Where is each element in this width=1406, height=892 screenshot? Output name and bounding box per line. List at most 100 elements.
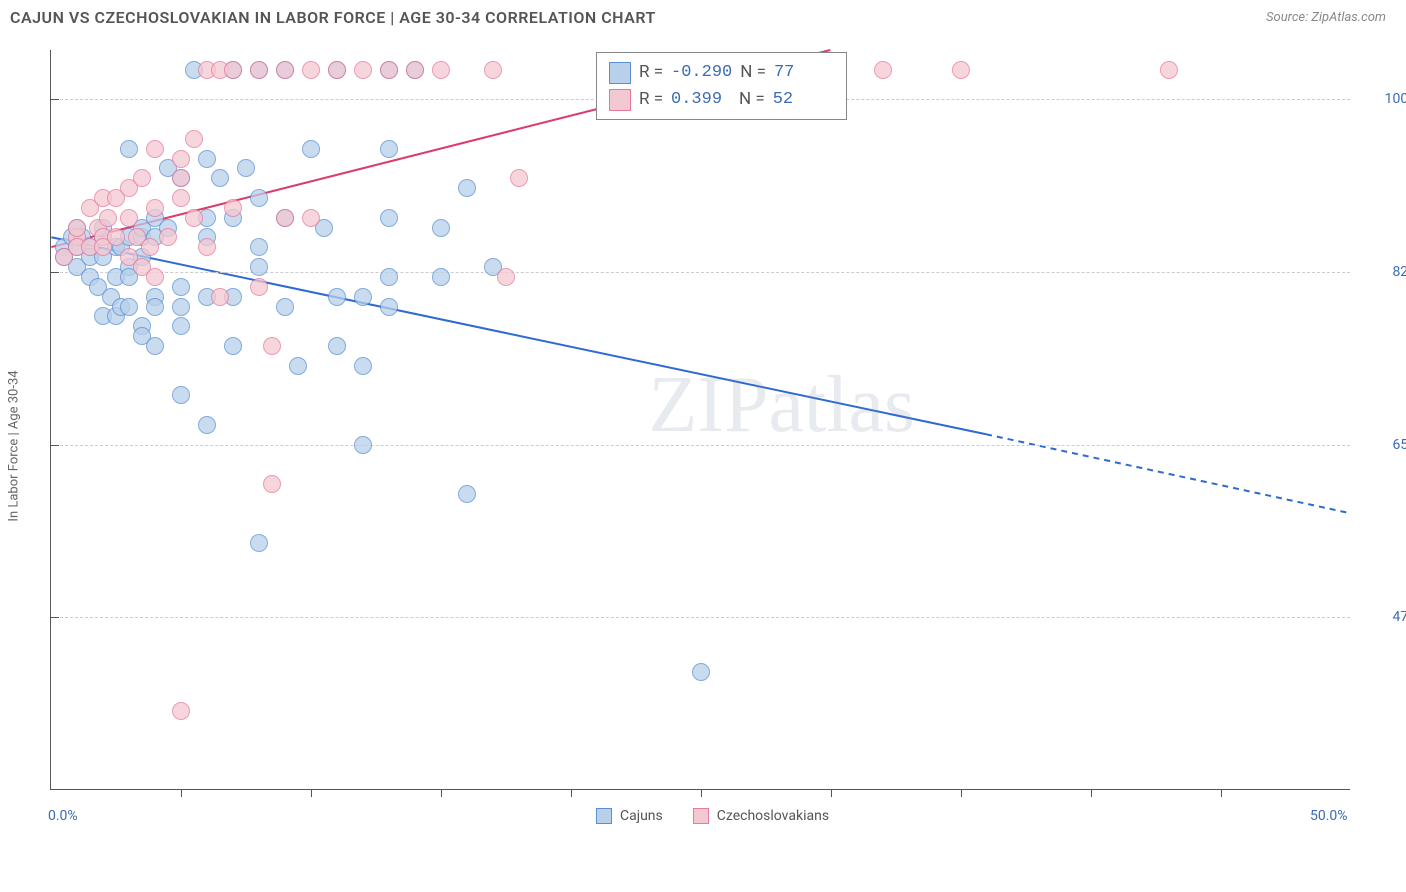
scatter-point [224, 61, 242, 79]
n-value: 52 [773, 86, 833, 113]
scatter-point [263, 475, 281, 493]
scatter-point [211, 288, 229, 306]
scatter-point [250, 534, 268, 552]
scatter-point [302, 140, 320, 158]
n-value: 77 [774, 59, 834, 86]
scatter-point [172, 278, 190, 296]
scatter-point [328, 337, 346, 355]
scatter-point [328, 288, 346, 306]
legend-item: Cajuns [596, 808, 663, 824]
x-tick [441, 789, 442, 797]
scatter-point [432, 268, 450, 286]
scatter-point [354, 436, 372, 454]
scatter-point [302, 209, 320, 227]
r-value: -0.290 [671, 59, 732, 86]
scatter-point [1160, 61, 1178, 79]
x-tick [961, 789, 962, 797]
legend-swatch [596, 808, 612, 824]
scatter-point [99, 209, 117, 227]
scatter-point [198, 238, 216, 256]
x-tick [571, 789, 572, 797]
scatter-point [510, 169, 528, 187]
scatter-point [237, 159, 255, 177]
legend-swatch [609, 62, 631, 84]
scatter-point [141, 238, 159, 256]
scatter-point [380, 298, 398, 316]
legend-item: Czechoslovakians [693, 808, 829, 824]
scatter-point [484, 61, 502, 79]
legend-stats-row: R = 0.399 N = 52 [609, 86, 834, 113]
legend-swatch [693, 808, 709, 824]
scatter-point [354, 61, 372, 79]
scatter-point [133, 169, 151, 187]
scatter-point [198, 150, 216, 168]
scatter-point [289, 357, 307, 375]
scatter-point [276, 209, 294, 227]
scatter-point [68, 219, 86, 237]
scatter-point [250, 189, 268, 207]
n-label: N = [739, 86, 765, 113]
legend-stats-row: R =-0.290N =77 [609, 59, 834, 86]
scatter-point [458, 179, 476, 197]
scatter-point [146, 298, 164, 316]
x-tick [1091, 789, 1092, 797]
legend-swatch [609, 89, 631, 111]
scatter-point [172, 702, 190, 720]
scatter-point [172, 150, 190, 168]
scatter-point [146, 337, 164, 355]
scatter-point [172, 386, 190, 404]
r-label: R = [639, 59, 663, 86]
trend-line-dashed [986, 434, 1350, 513]
y-tick-label: 82.5% [1360, 264, 1406, 280]
scatter-point [432, 219, 450, 237]
chart-title: CAJUN VS CZECHOSLOVAKIAN IN LABOR FORCE … [10, 8, 656, 27]
x-tick [311, 789, 312, 797]
scatter-point [302, 61, 320, 79]
scatter-point [211, 169, 229, 187]
source-label: Source: ZipAtlas.com [1266, 10, 1386, 25]
gridline [55, 445, 1350, 446]
scatter-point [172, 317, 190, 335]
x-tick [1221, 789, 1222, 797]
scatter-point [185, 209, 203, 227]
scatter-point [432, 61, 450, 79]
x-tick [831, 789, 832, 797]
scatter-point [185, 130, 203, 148]
y-tick-label: 47.5% [1360, 609, 1406, 625]
scatter-point [380, 268, 398, 286]
scatter-point [250, 238, 268, 256]
scatter-point [406, 61, 424, 79]
gridline [55, 617, 1350, 618]
scatter-point [172, 169, 190, 187]
scatter-point [159, 228, 177, 246]
r-label: R = [639, 86, 663, 113]
scatter-point [250, 61, 268, 79]
scatter-point [874, 61, 892, 79]
scatter-point [952, 61, 970, 79]
scatter-point [120, 140, 138, 158]
scatter-point [224, 199, 242, 217]
y-axis-title: In Labor Force | Age 30-34 [7, 370, 22, 521]
x-tick [701, 789, 702, 797]
scatter-point [198, 416, 216, 434]
scatter-point [250, 278, 268, 296]
legend-label: Czechoslovakians [717, 808, 829, 824]
x-tick [181, 789, 182, 797]
scatter-point [172, 189, 190, 207]
scatter-point [692, 663, 710, 681]
y-tick [51, 617, 59, 618]
scatter-point [380, 61, 398, 79]
chart-plot-area: ZIPatlas 47.5%65.0%82.5%100.0% [50, 50, 1350, 790]
scatter-point [120, 209, 138, 227]
y-tick-label: 100.0% [1360, 91, 1406, 107]
r-value: 0.399 [671, 86, 731, 113]
y-tick [51, 272, 59, 273]
scatter-point [276, 61, 294, 79]
scatter-point [263, 337, 281, 355]
scatter-point [380, 140, 398, 158]
legend-stats-box: R = -0.290 N = 77R = 0.399 N = 52 [596, 52, 847, 120]
scatter-point [354, 357, 372, 375]
x-axis-max-label: 50.0% [1310, 808, 1348, 824]
scatter-point [146, 140, 164, 158]
scatter-point [146, 268, 164, 286]
